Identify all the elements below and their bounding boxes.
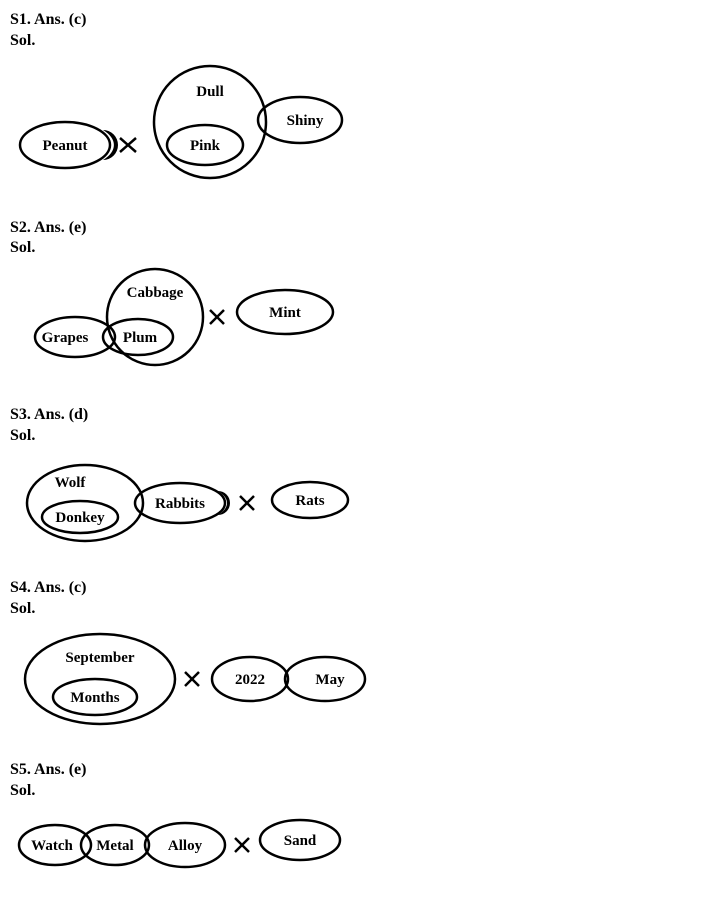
- s4-diagram: September Months 2022 May: [10, 627, 701, 732]
- solution-s3: S3. Ans. (d) Sol. Wolf Donkey Rabbits Ra…: [10, 405, 701, 550]
- label-metal: Metal: [96, 838, 133, 854]
- label-mint: Mint: [269, 305, 301, 321]
- solution-s2: S2. Ans. (e) Sol. Cabbage Grapes Plum Mi…: [10, 218, 701, 378]
- s1-diagram: Peanut Dull Pink Shiny: [10, 60, 701, 190]
- label-alloy: Alloy: [168, 838, 203, 854]
- label-pink: Pink: [190, 138, 221, 154]
- label-dull: Dull: [196, 84, 224, 100]
- s4-header: S4. Ans. (c): [10, 578, 701, 599]
- s4-sol: Sol.: [10, 599, 701, 620]
- s2-header: S2. Ans. (e): [10, 218, 701, 239]
- label-grapes: Grapes: [42, 330, 89, 346]
- solution-s4: S4. Ans. (c) Sol. September Months 2022 …: [10, 578, 701, 733]
- solution-s1: S1. Ans. (c) Sol. Peanut Dull Pink Shiny: [10, 10, 701, 190]
- label-september: September: [65, 650, 134, 666]
- solution-s5: S5. Ans. (e) Sol. Watch Metal Alloy Sand: [10, 760, 701, 880]
- label-plum: Plum: [123, 330, 158, 346]
- label-watch: Watch: [31, 838, 73, 854]
- label-2022: 2022: [235, 672, 265, 688]
- s3-sol: Sol.: [10, 426, 701, 447]
- s2-sol: Sol.: [10, 238, 701, 259]
- s3-diagram: Wolf Donkey Rabbits Rats: [10, 455, 701, 550]
- s5-header: S5. Ans. (e): [10, 760, 701, 781]
- label-shiny: Shiny: [287, 113, 324, 129]
- label-may: May: [315, 672, 345, 688]
- s3-header: S3. Ans. (d): [10, 405, 701, 426]
- label-peanut: Peanut: [43, 138, 88, 154]
- s2-diagram: Cabbage Grapes Plum Mint: [10, 267, 701, 377]
- label-cabbage: Cabbage: [127, 285, 184, 301]
- label-rats: Rats: [295, 493, 324, 509]
- label-sand: Sand: [284, 833, 317, 849]
- label-months: Months: [70, 690, 119, 706]
- label-rabbits: Rabbits: [155, 496, 205, 512]
- label-donkey: Donkey: [55, 510, 105, 526]
- s5-diagram: Watch Metal Alloy Sand: [10, 810, 701, 880]
- s1-header: S1. Ans. (c): [10, 10, 701, 31]
- label-wolf: Wolf: [55, 475, 87, 491]
- s1-sol: Sol.: [10, 31, 701, 52]
- s5-sol: Sol.: [10, 781, 701, 802]
